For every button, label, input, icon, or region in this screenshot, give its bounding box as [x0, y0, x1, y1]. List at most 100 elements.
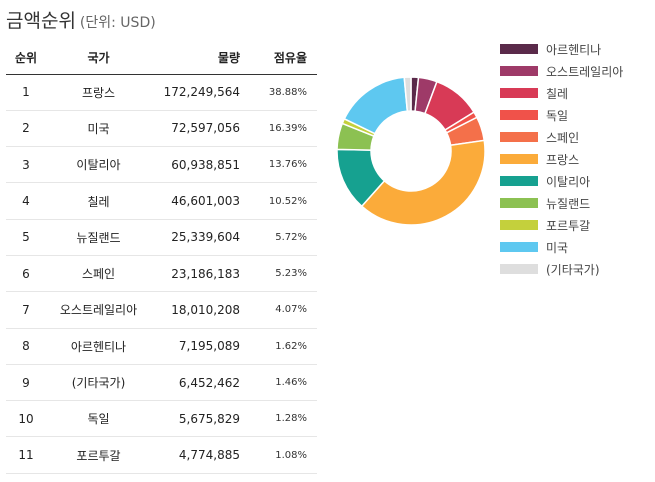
- legend-item[interactable]: 칠레: [500, 82, 623, 104]
- legend-label: 미국: [546, 240, 569, 255]
- table-row[interactable]: 9 (기타국가) 6,452,462 1.46%: [6, 364, 317, 402]
- header-rank[interactable]: 순위: [6, 42, 46, 75]
- share-cell: 10.52%: [246, 182, 317, 220]
- rank-cell: 8: [6, 328, 46, 365]
- share-cell: 5.23%: [246, 255, 317, 293]
- header-amount[interactable]: 물량: [151, 42, 246, 75]
- legend-item[interactable]: 뉴질랜드: [500, 192, 623, 214]
- legend-item[interactable]: 이탈리아: [500, 170, 623, 192]
- table-row[interactable]: 7 오스트레일리아 18,010,208 4.07%: [6, 291, 317, 329]
- legend-swatch: [500, 132, 538, 142]
- table-header-row: 순위 국가 물량 점유율: [6, 42, 317, 75]
- legend-swatch: [500, 264, 538, 274]
- legend-item[interactable]: 독일: [500, 104, 623, 126]
- amount-cell: 7,195,089: [151, 328, 246, 365]
- share-cell: 13.76%: [246, 146, 317, 184]
- legend-swatch: [500, 66, 538, 76]
- legend-label: 스페인: [546, 130, 580, 145]
- legend-item[interactable]: 포르투갈: [500, 214, 623, 236]
- amount-cell: 18,010,208: [151, 291, 246, 329]
- donut-slice-5[interactable]: [360, 139, 486, 226]
- amount-cell: 23,186,183: [151, 255, 246, 293]
- legend-label: 오스트레일리아: [546, 64, 624, 79]
- legend-swatch: [500, 110, 538, 120]
- amount-cell: 5,675,829: [151, 400, 246, 438]
- country-cell: 오스트레일리아: [46, 291, 151, 329]
- amount-cell: 4,774,885: [151, 436, 246, 474]
- rank-cell: 6: [6, 255, 46, 293]
- amount-cell: 72,597,056: [151, 110, 246, 148]
- amount-cell: 172,249,564: [151, 74, 246, 111]
- legend-item[interactable]: 오스트레일리아: [500, 60, 623, 82]
- share-cell: 1.46%: [246, 364, 317, 402]
- donut-slice-10[interactable]: [403, 76, 412, 112]
- legend-label: 이탈리아: [546, 174, 591, 189]
- amount-cell: 6,452,462: [151, 364, 246, 402]
- donut-chart: [336, 76, 486, 226]
- table-body: 1 프랑스 172,249,564 38.88% 2 미국 72,597,056 16.39%…: [6, 74, 317, 474]
- share-cell: 1.28%: [246, 400, 317, 438]
- legend-swatch: [500, 198, 538, 208]
- page-title: 금액순위 (단위: USD): [6, 6, 156, 33]
- share-cell: 16.39%: [246, 110, 317, 148]
- table-row[interactable]: 4 칠레 46,601,003 10.52%: [6, 182, 317, 220]
- amount-cell: 25,339,604: [151, 219, 246, 256]
- table-row[interactable]: 3 이탈리아 60,938,851 13.76%: [6, 146, 317, 184]
- rank-cell: 4: [6, 182, 46, 220]
- amount-cell: 46,601,003: [151, 182, 246, 220]
- country-cell: 뉴질랜드: [46, 219, 151, 256]
- rank-cell: 9: [6, 364, 46, 402]
- country-cell: 스페인: [46, 255, 151, 293]
- legend-label: 독일: [546, 108, 569, 123]
- legend-item[interactable]: (기타국가): [500, 258, 623, 280]
- country-cell: 프랑스: [46, 74, 151, 111]
- country-cell: 독일: [46, 400, 151, 438]
- legend-item[interactable]: 미국: [500, 236, 623, 258]
- legend-item[interactable]: 아르헨티나: [500, 38, 623, 60]
- legend-swatch: [500, 242, 538, 252]
- country-cell: 아르헨티나: [46, 328, 151, 365]
- table-row[interactable]: 5 뉴질랜드 25,339,604 5.72%: [6, 219, 317, 256]
- ranking-table: 순위 국가 물량 점유율 1 프랑스 172,249,564 38.88% 2 미국 72,…: [6, 42, 317, 474]
- share-cell: 1.08%: [246, 436, 317, 474]
- legend-label: 뉴질랜드: [546, 196, 591, 211]
- share-cell: 5.72%: [246, 219, 317, 256]
- rank-cell: 5: [6, 219, 46, 256]
- table-row[interactable]: 11 포르투갈 4,774,885 1.08%: [6, 436, 317, 474]
- table-row[interactable]: 1 프랑스 172,249,564 38.88%: [6, 74, 317, 111]
- share-cell: 4.07%: [246, 291, 317, 329]
- country-cell: 포르투갈: [46, 436, 151, 474]
- legend-item[interactable]: 스페인: [500, 126, 623, 148]
- legend-item[interactable]: 프랑스: [500, 148, 623, 170]
- legend-swatch: [500, 154, 538, 164]
- country-cell: 칠레: [46, 182, 151, 220]
- legend-swatch: [500, 220, 538, 230]
- rank-cell: 7: [6, 291, 46, 329]
- legend-label: 포르투갈: [546, 218, 591, 233]
- legend-swatch: [500, 176, 538, 186]
- legend-label: 아르헨티나: [546, 42, 602, 57]
- share-cell: 38.88%: [246, 74, 317, 111]
- legend-label: 칠레: [546, 86, 569, 101]
- country-cell: (기타국가): [46, 364, 151, 402]
- title-text: 금액순위: [6, 10, 76, 32]
- rank-cell: 10: [6, 400, 46, 438]
- legend-swatch: [500, 44, 538, 54]
- table-row[interactable]: 6 스페인 23,186,183 5.23%: [6, 255, 317, 293]
- rank-cell: 1: [6, 74, 46, 111]
- country-cell: 이탈리아: [46, 146, 151, 184]
- unit-subtitle: (단위: USD): [79, 15, 156, 31]
- table-row[interactable]: 2 미국 72,597,056 16.39%: [6, 110, 317, 148]
- legend-label: (기타국가): [546, 262, 600, 277]
- table-row[interactable]: 8 아르헨티나 7,195,089 1.62%: [6, 328, 317, 365]
- share-cell: 1.62%: [246, 328, 317, 365]
- rank-cell: 11: [6, 436, 46, 474]
- header-share[interactable]: 점유율: [246, 42, 317, 75]
- legend-label: 프랑스: [546, 152, 580, 167]
- table-row[interactable]: 10 독일 5,675,829 1.28%: [6, 400, 317, 438]
- rank-cell: 3: [6, 146, 46, 184]
- header-country[interactable]: 국가: [46, 42, 151, 75]
- rank-cell: 2: [6, 110, 46, 148]
- country-cell: 미국: [46, 110, 151, 148]
